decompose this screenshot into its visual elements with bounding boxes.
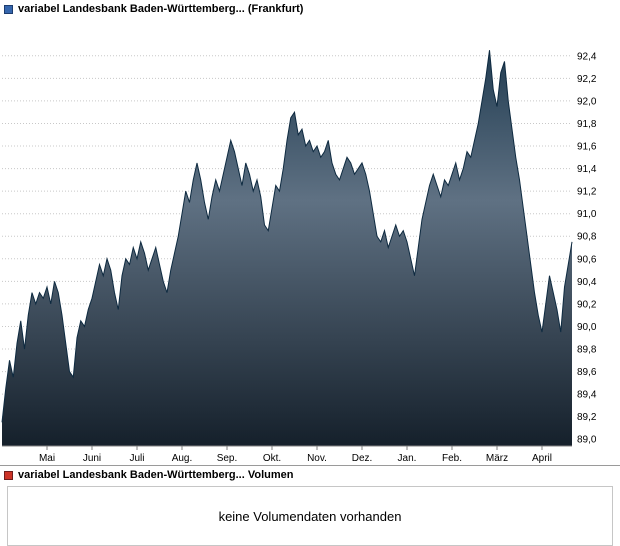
y-axis-label: 90,8 bbox=[577, 232, 597, 243]
x-axis-label: Aug. bbox=[172, 453, 193, 464]
price-line-series bbox=[1, 50, 573, 423]
x-axis-label: April bbox=[532, 453, 552, 464]
y-axis-label: 90,0 bbox=[577, 322, 597, 333]
y-axis-label: 89,8 bbox=[577, 345, 597, 356]
y-axis-label: 89,2 bbox=[577, 412, 597, 423]
x-axis-label: Sep. bbox=[217, 453, 238, 464]
price-legend-swatch-icon bbox=[4, 5, 13, 14]
x-axis-label: Dez. bbox=[352, 453, 373, 464]
y-axis-label: 90,2 bbox=[577, 299, 597, 310]
volume-section: variabel Landesbank Baden-Württemberg...… bbox=[0, 465, 620, 546]
price-legend: variabel Landesbank Baden-Württemberg...… bbox=[0, 0, 620, 17]
y-axis-label: 89,4 bbox=[577, 390, 597, 401]
y-axis-label: 90,6 bbox=[577, 254, 597, 265]
y-axis-label: 91,4 bbox=[577, 164, 597, 175]
x-axis-label: Jan. bbox=[398, 453, 417, 464]
price-area-series bbox=[2, 50, 572, 447]
y-axis-label: 91,0 bbox=[577, 209, 597, 220]
x-axis-label: Feb. bbox=[442, 453, 462, 464]
volume-legend: variabel Landesbank Baden-Württemberg...… bbox=[0, 466, 620, 483]
y-axis-label: 92,4 bbox=[577, 51, 597, 62]
volume-legend-label: variabel Landesbank Baden-Württemberg...… bbox=[18, 469, 294, 481]
x-axis-label: Nov. bbox=[307, 453, 327, 464]
y-axis-label: 92,2 bbox=[577, 74, 597, 85]
y-axis-label: 91,8 bbox=[577, 119, 597, 130]
volume-message: keine Volumendaten vorhanden bbox=[218, 508, 402, 524]
price-chart-svg: 92,4 92,2 92,0 91,8 91,6 91,4 91,2 91,0 90,8 90,6… bbox=[1, 50, 597, 464]
volume-legend-swatch-icon bbox=[4, 471, 13, 480]
x-axis-label: März bbox=[486, 453, 508, 464]
price-legend-label: variabel Landesbank Baden-Württemberg...… bbox=[18, 3, 304, 15]
volume-panel: keine Volumendaten vorhanden bbox=[7, 486, 613, 546]
x-axis-label: Juni bbox=[83, 453, 101, 464]
y-axis-label: 91,2 bbox=[577, 187, 597, 198]
price-chart: 92,4 92,2 92,0 91,8 91,6 91,4 91,2 91,0 90,8 90,6… bbox=[0, 17, 620, 465]
y-axis-label: 89,0 bbox=[577, 435, 597, 446]
x-axis-label: Mai bbox=[39, 453, 55, 464]
x-axis-label: Juli bbox=[129, 453, 144, 464]
y-axis-label: 91,6 bbox=[577, 142, 597, 153]
y-axis-label: 89,6 bbox=[577, 367, 597, 378]
y-axis-label: 92,0 bbox=[577, 96, 597, 107]
y-axis-label: 90,4 bbox=[577, 277, 597, 288]
x-axis-label: Okt. bbox=[263, 453, 281, 464]
